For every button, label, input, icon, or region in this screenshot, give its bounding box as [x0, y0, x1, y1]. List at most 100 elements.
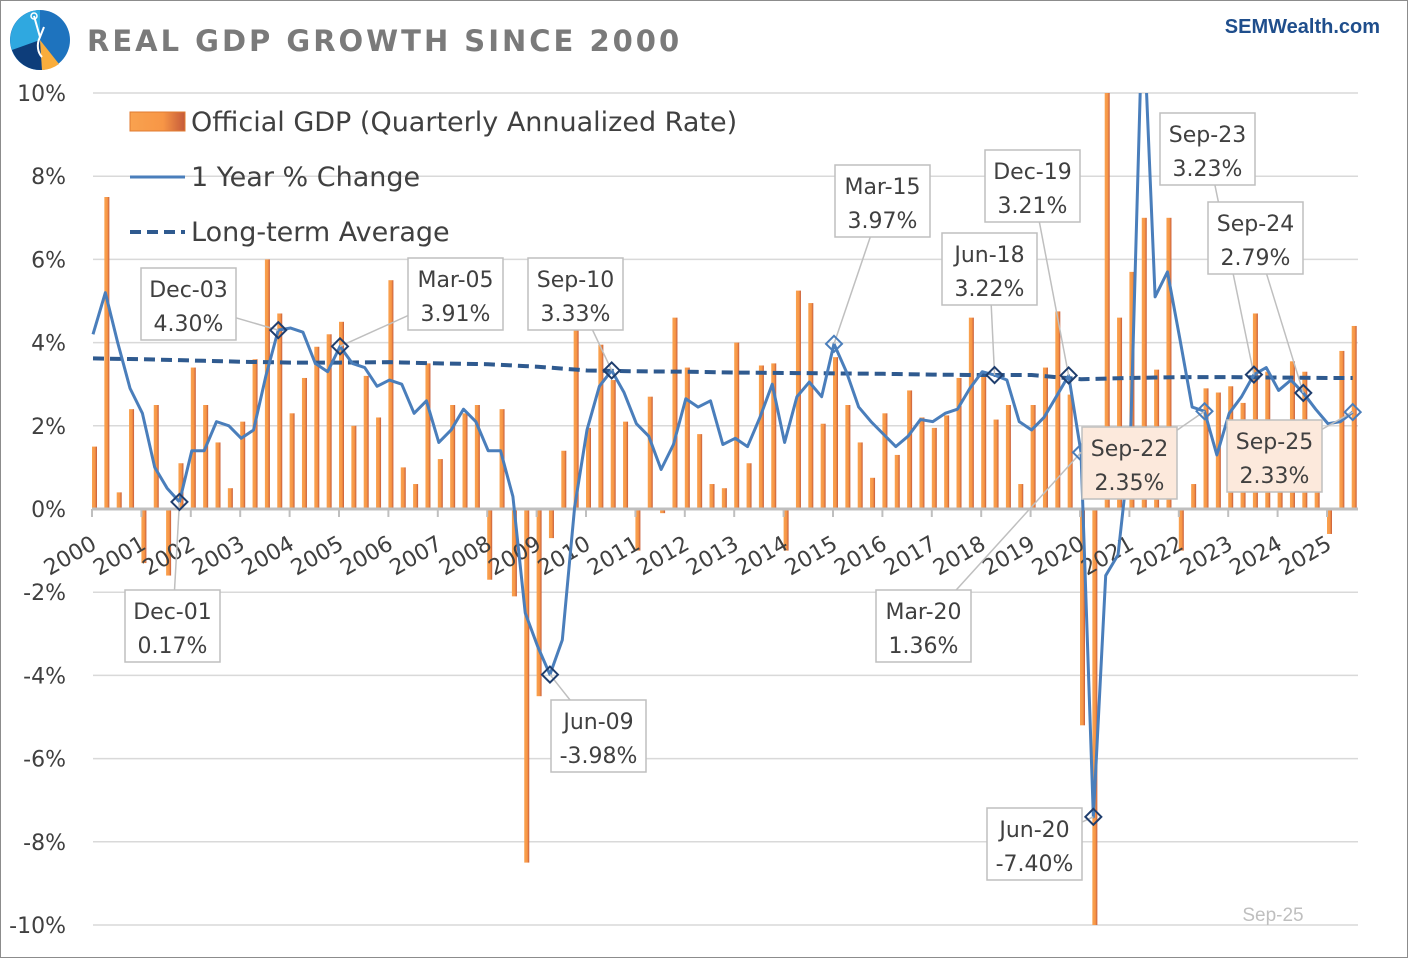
gdp-bar	[141, 509, 147, 564]
gdp-bar	[1080, 509, 1085, 726]
gdp-bar	[462, 413, 468, 509]
gdp-bar	[1067, 394, 1073, 509]
callout-date: Jun-18	[952, 243, 1024, 268]
callout-date: Dec-19	[993, 160, 1072, 185]
gdp-bar	[400, 467, 406, 509]
gdp-bar	[1339, 350, 1345, 509]
annotation-callout: Dec-03 4.30%	[140, 267, 288, 341]
callout-box	[527, 257, 624, 331]
annotation-callout: Sep-23 3.23%	[1159, 112, 1264, 385]
callout-box	[140, 267, 237, 341]
y-tick-label: 2%	[31, 415, 66, 440]
gdp-bar	[289, 413, 295, 509]
gdp-bar	[870, 477, 876, 509]
x-tick-label: 2022	[1127, 532, 1188, 582]
callout-value: 2.33%	[1240, 464, 1310, 489]
x-tick-label: 2017	[880, 532, 941, 582]
gdp-bar	[907, 390, 913, 509]
diamond-marker	[1293, 383, 1313, 403]
gdp-bar	[919, 417, 925, 509]
gdp-bar	[511, 509, 517, 597]
gdp-bar	[981, 373, 987, 509]
callout-date: Mar-20	[885, 600, 961, 625]
date-watermark: Sep-25	[1242, 905, 1303, 926]
gdp-bar	[178, 463, 184, 509]
gdp-bar	[104, 197, 110, 509]
annotation-callout: Sep-24 2.79%	[1207, 201, 1313, 403]
brand-link[interactable]: SEMWealth.com	[1224, 16, 1380, 38]
gdp-bar	[721, 488, 727, 509]
diamond-marker	[1195, 401, 1214, 421]
callout-box	[984, 149, 1081, 223]
callout-value: 3.22%	[955, 277, 1025, 302]
long-term-average-line	[92, 356, 1353, 382]
gdp-bar	[1166, 217, 1172, 510]
y-tick-label: 10%	[17, 82, 66, 107]
x-tick-label: 2006	[336, 532, 397, 582]
gdp-bar	[203, 405, 209, 509]
callout-box	[834, 164, 931, 238]
semwealth-logo	[10, 10, 70, 71]
annotation-callout: Jun-20 -7.40%	[986, 807, 1103, 881]
legend-label-gdp: Official GDP (Quarterly Annualized Rate)	[191, 107, 737, 138]
gdp-bar	[425, 363, 431, 509]
gdp-bar	[339, 321, 344, 509]
callout-box	[986, 807, 1083, 881]
y-tick-label: 0%	[31, 498, 66, 523]
gdp-bar	[326, 334, 332, 509]
callout-date: Sep-10	[537, 268, 614, 293]
gdp-bar	[277, 313, 283, 509]
gdp-bar	[956, 377, 962, 509]
x-axis	[91, 507, 1358, 517]
x-tick-label: 2015	[781, 532, 842, 582]
callout-date: Dec-03	[149, 278, 228, 303]
x-tick-label: 2014	[732, 532, 793, 582]
callout-date: Sep-24	[1217, 212, 1294, 237]
gdp-bar	[660, 509, 666, 514]
annotation-callout: Jun-09 -3.98%	[540, 665, 647, 773]
x-tick-label: 2010	[534, 532, 595, 582]
callout-value: 3.23%	[1173, 157, 1243, 182]
gdp-bar	[116, 492, 122, 509]
gdp-bar	[993, 419, 999, 509]
gdp-bar	[820, 423, 826, 509]
gdp-bar	[610, 380, 616, 509]
gdp-bar	[1104, 93, 1110, 509]
gdp-bar	[857, 442, 863, 509]
x-tick-label: 2019	[979, 532, 1040, 582]
gdp-bar	[1117, 317, 1123, 509]
annotation-callout: Mar-15 3.97%	[824, 164, 931, 354]
x-tick-label: 2000	[40, 532, 101, 582]
gdp-bar	[301, 377, 307, 509]
gdp-bar	[894, 454, 900, 509]
gdp-bar	[1203, 388, 1209, 509]
y-tick-label: -2%	[23, 581, 66, 606]
y-tick-label: -8%	[23, 831, 66, 856]
annotations: Dec-01 0.17% Dec-03 4.30% Mar-05 3.91% Jun-09 -…	[124, 112, 1363, 881]
gdp-bar	[153, 405, 159, 509]
gdp-bar	[474, 405, 480, 509]
gdp-bar	[1092, 509, 1098, 925]
y-tick-label: -6%	[23, 748, 66, 773]
annotation-callout: Dec-19 3.21%	[984, 149, 1081, 385]
annotation-callout: Dec-01 0.17%	[124, 492, 221, 663]
gdp-bar	[882, 413, 888, 509]
callout-value: -3.98%	[560, 744, 638, 769]
chart-title: REAL GDP GROWTH SINCE 2000	[87, 24, 683, 58]
gdp-bar	[1191, 484, 1197, 509]
annotation-callout: Sep-22 2.35%	[1081, 401, 1214, 500]
callout-box	[1159, 112, 1256, 186]
gdp-bar	[795, 290, 801, 509]
gdp-bar	[227, 488, 233, 509]
callout-value: 2.35%	[1095, 471, 1165, 496]
gdp-bars	[92, 93, 1357, 925]
gdp-bar	[376, 417, 382, 509]
x-tick-label: 2011	[583, 532, 644, 582]
callout-box	[1081, 426, 1178, 500]
callout-date: Jun-20	[997, 818, 1069, 843]
diamond-marker	[985, 365, 1004, 385]
gdp-bar	[388, 280, 394, 509]
gdp-bar	[1327, 509, 1332, 534]
x-tick-label: 2016	[830, 532, 891, 582]
